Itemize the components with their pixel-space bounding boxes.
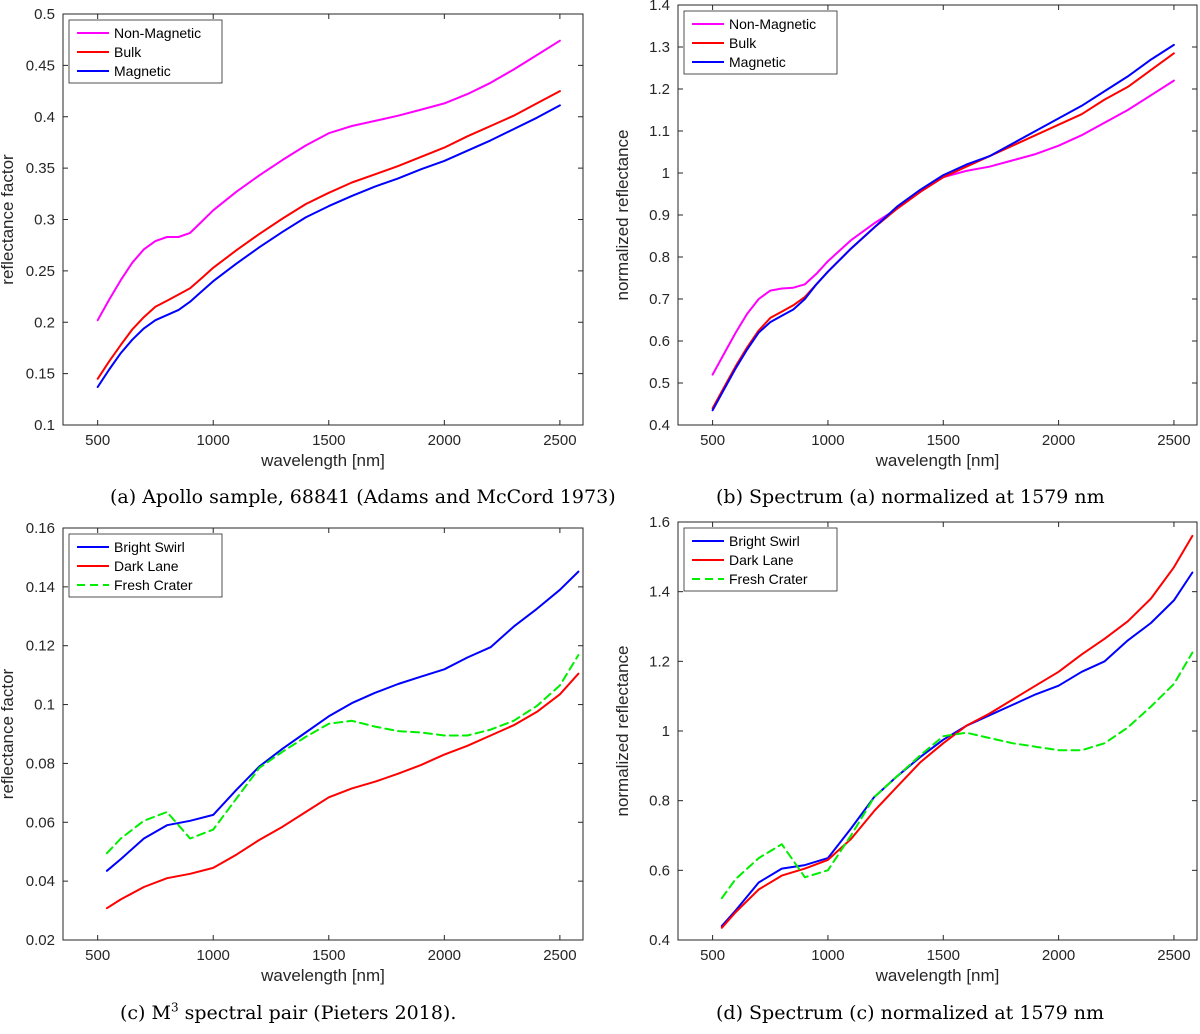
x-axis-label: wavelength [nm] [260,451,385,470]
y-tick-label: 0.1 [34,417,55,434]
series-line-dark-lane [720,534,1194,929]
y-tick-label: 0.12 [26,638,55,655]
y-tick-label: 0.45 [26,57,55,74]
y-tick-label: 0.6 [649,333,670,350]
y-tick-label: 0.4 [649,417,670,434]
y-tick-label: 1 [662,165,670,182]
legend-label: Fresh Crater [729,571,808,587]
x-tick-label: 1000 [197,432,230,449]
y-axis-label: reflectance factor [0,154,17,285]
y-tick-label: 0.9 [649,207,670,224]
y-tick-label: 1.2 [649,81,670,98]
x-axis-label: wavelength [nm] [260,966,385,985]
y-tick-label: 1.4 [649,0,670,14]
caption-a: (a) Apollo sample, 68841 (Adams and McCo… [110,486,616,508]
panel-b-chart: 500 1000 1500 2000 2500 0.4 0.5 0.6 0.7 0.8 0.9 1 1.… [613,0,1198,470]
series-line-magnetic [711,43,1175,412]
legend-label: Bulk [114,44,142,60]
y-tick-label: 0.15 [26,366,55,383]
y-tick-label: 0.6 [649,862,670,879]
legend-label: Magnetic [729,54,786,70]
legend-label: Dark Lane [729,552,794,568]
y-tick-label: 0.4 [649,932,670,949]
y-tick-label: 0.06 [26,814,55,831]
legend-label: Fresh Crater [114,577,193,593]
x-tick-label: 1500 [312,432,345,449]
y-tick-label: 1.1 [649,123,670,140]
x-tick-label: 2500 [1157,432,1190,449]
y-tick-label: 0.5 [649,375,670,392]
plot-frame [677,4,1198,426]
series-line-bright-swirl [105,570,580,872]
legend-box [68,19,223,84]
x-tick-label: 2500 [1157,947,1190,964]
caption-b: (b) Spectrum (a) normalized at 1579 nm [716,486,1105,508]
series-line-magnetic [96,104,561,388]
legend-label: Magnetic [114,63,171,79]
y-axis-label: normalized reflectance [613,129,632,300]
panel-c-chart: 500 1000 1500 2000 2500 0.02 0.04 0.06 0.08 0.1 0.… [0,520,584,985]
x-tick-label: 2000 [428,947,461,964]
caption-c-superscript: 3 [170,1000,179,1015]
y-tick-label: 1.6 [649,514,670,531]
panel-d-chart: 500 1000 1500 2000 2500 0.4 0.6 0.8 1 1.2 1.4 1.6 wa… [613,514,1198,985]
caption-d: (d) Spectrum (c) normalized at 1579 nm [716,1002,1104,1024]
series-line-non-magnetic [96,39,561,322]
y-tick-label: 0.4 [34,109,55,126]
x-tick-label: 1500 [927,947,960,964]
series-line-dark-lane [105,672,580,910]
y-tick-label: 0.16 [26,520,55,537]
y-axis-label: reflectance factor [0,668,17,799]
x-tick-label: 1500 [927,432,960,449]
y-axis-label: normalized reflectance [613,645,632,816]
caption-c-prefix: (c) M [120,1002,171,1024]
y-tick-label: 1.2 [649,653,670,670]
y-tick-label: 0.2 [34,314,55,331]
y-tick-label: 0.8 [649,249,670,266]
y-tick-label: 0.25 [26,263,55,280]
x-axis-label: wavelength [nm] [875,451,1000,470]
x-tick-label: 2500 [543,947,576,964]
y-tick-label: 0.7 [649,291,670,308]
legend-label: Non-Magnetic [729,16,816,32]
x-tick-label: 500 [700,432,725,449]
legend-label: Non-Magnetic [114,25,201,41]
x-tick-label: 1000 [197,947,230,964]
legend-label: Bulk [729,35,757,51]
y-tick-label: 0.1 [34,697,55,714]
y-tick-label: 0.5 [34,6,55,23]
x-tick-label: 1500 [312,947,345,964]
legend-label: Bright Swirl [729,533,800,549]
x-tick-label: 500 [85,947,110,964]
caption-c-suffix: spectral pair (Pieters 2018). [178,1002,457,1024]
series-line-bulk [96,90,561,380]
x-tick-label: 1000 [811,432,844,449]
x-axis-label: wavelength [nm] [875,966,1000,985]
series-line-bright-swirl [720,571,1194,928]
y-tick-label: 1 [662,723,670,740]
x-tick-label: 1000 [811,947,844,964]
y-tick-label: 0.35 [26,160,55,177]
y-tick-label: 1.3 [649,39,670,56]
legend-label: Dark Lane [114,558,179,574]
series-line-fresh-crater [105,654,580,855]
x-tick-label: 500 [700,947,725,964]
y-tick-label: 0.04 [26,873,55,890]
y-tick-label: 0.08 [26,755,55,772]
x-tick-label: 500 [85,432,110,449]
panel-a-chart: 500 1000 1500 2000 2500 0.1 0.15 0.2 0.25 0.3 0.35… [0,6,584,470]
caption-c: (c) M3 spectral pair (Pieters 2018). [120,1002,456,1024]
y-tick-label: 0.14 [26,579,55,596]
y-tick-label: 0.3 [34,212,55,229]
x-tick-label: 2500 [543,432,576,449]
legend-label: Bright Swirl [114,539,185,555]
x-tick-label: 2000 [1042,947,1075,964]
x-tick-label: 2000 [428,432,461,449]
x-tick-label: 2000 [1042,432,1075,449]
plot-frame [677,521,1198,941]
y-tick-label: 1.4 [649,584,670,601]
y-tick-label: 0.8 [649,793,670,810]
y-tick-label: 0.02 [26,932,55,949]
